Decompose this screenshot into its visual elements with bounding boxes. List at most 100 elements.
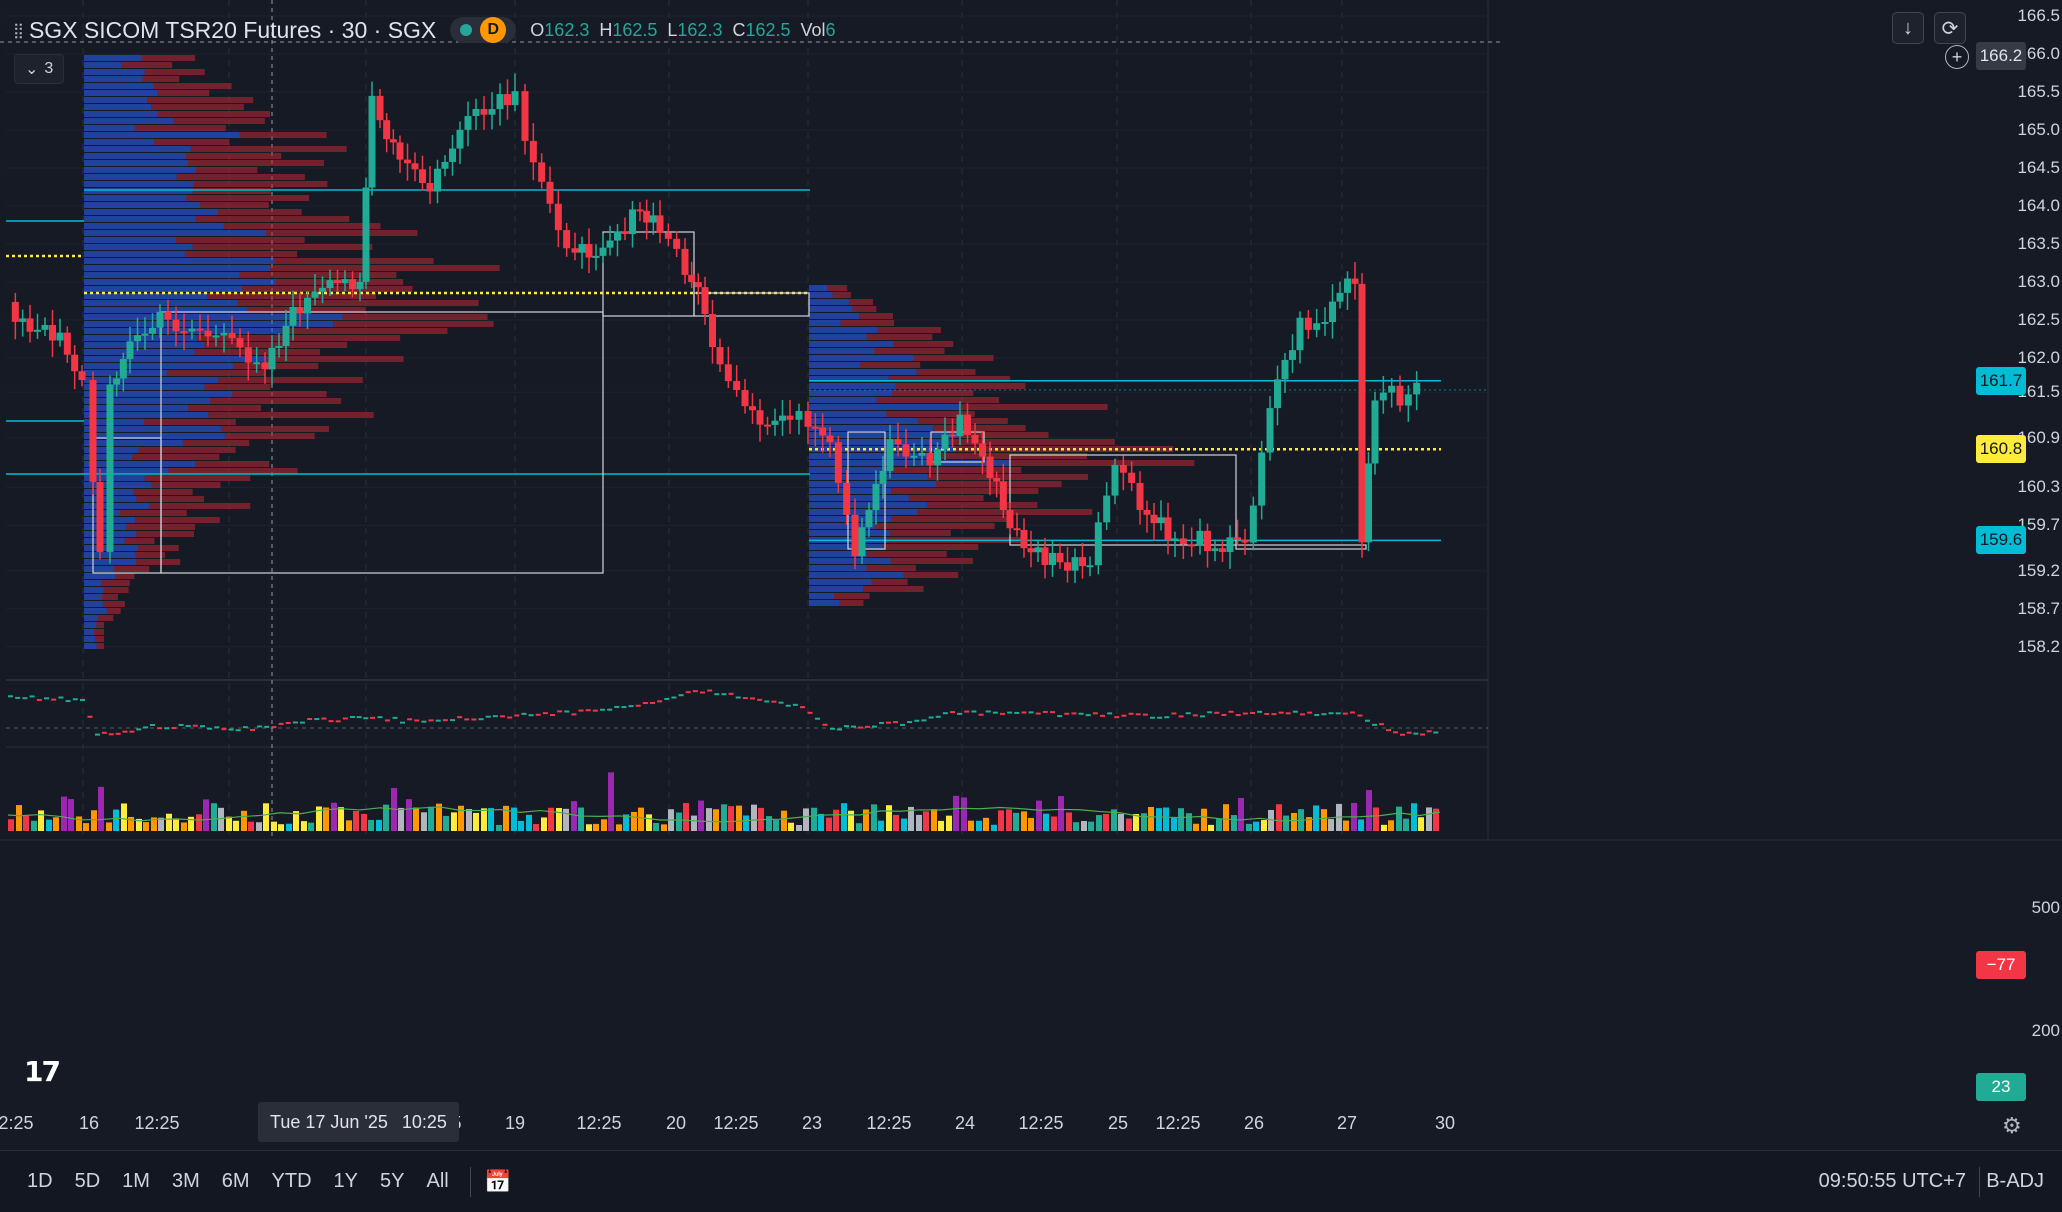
profile-week2-sell-row <box>848 299 873 305</box>
profile-week2-buy-row <box>809 439 953 445</box>
oscillator-dot <box>635 704 641 707</box>
range-ytd-button[interactable]: YTD <box>271 1170 312 1192</box>
oscillator-dot <box>29 695 35 698</box>
profile-week1-buy-row <box>84 622 97 628</box>
download-button[interactable]: ↓ <box>1892 12 1924 44</box>
candle-body <box>304 297 311 314</box>
profile-week2-sell-row <box>874 348 945 354</box>
range-1y-button[interactable]: 1Y <box>333 1170 359 1192</box>
indicators-toggle-button[interactable]: ⌄ 3 <box>14 54 65 84</box>
refresh-button[interactable]: ⟳ <box>1934 12 1966 44</box>
profile-week2-buy-row <box>809 327 878 333</box>
profile-week2-buy-row <box>809 390 893 396</box>
clock-timezone[interactable]: 09:50:55 UTC+7 <box>1818 1170 1966 1192</box>
candle-body <box>78 371 86 381</box>
profile-week1-buy-row <box>84 384 205 390</box>
profile-week2-buy-row <box>809 432 959 438</box>
candle-body <box>426 182 434 192</box>
oscillator-dot <box>792 703 798 706</box>
volume-bar <box>406 799 412 831</box>
volume-bar <box>31 820 37 831</box>
value-area-low-tag: 159.6 <box>1976 526 2026 555</box>
volume-bar <box>8 819 14 831</box>
profile-week1-buy-row <box>84 83 154 89</box>
candle-body <box>488 109 496 115</box>
profile-week1-buy-row <box>84 440 183 446</box>
candle-body <box>629 209 636 235</box>
candle-body <box>119 359 127 379</box>
chart-canvas[interactable] <box>0 0 2062 1150</box>
candle-body <box>614 231 621 241</box>
profile-week1-buy-row <box>84 251 185 257</box>
time-axis-label: 30 <box>1434 1113 1456 1133</box>
oscillator-dot <box>392 716 398 719</box>
profile-week1-buy-row <box>84 608 107 614</box>
oscillator-dot <box>1250 711 1255 714</box>
candle-body <box>319 288 326 292</box>
volume-bar <box>1231 815 1237 831</box>
profile-week1-buy-row <box>84 244 193 250</box>
oscillator-dot <box>385 719 390 722</box>
candle-body <box>1296 317 1304 351</box>
oscillator-dot <box>207 727 213 730</box>
oscillator-dot <box>742 697 748 700</box>
oscillator-dot <box>1300 713 1305 716</box>
candle-body <box>126 341 134 360</box>
volume-bar <box>61 796 67 831</box>
candle-body <box>910 455 918 458</box>
chart-header: ⦙⦙ SGX SICOM TSR20 Futures · 30 · SGX D O… <box>14 12 836 48</box>
oscillator-dot <box>914 719 920 722</box>
volume-bar <box>863 809 869 831</box>
oscillator-dot <box>1192 714 1198 717</box>
profile-week2-buy-row <box>809 285 828 291</box>
profile-week1-sell-row <box>142 76 180 82</box>
profile-week1-sell-row <box>184 251 298 257</box>
oscillator-dot <box>58 696 64 699</box>
candle-body <box>496 94 504 110</box>
settings-gear-icon[interactable]: ⚙ <box>2002 1113 2022 1138</box>
volume-bar <box>623 814 629 831</box>
profile-week2-buy-row <box>809 593 835 599</box>
oscillator-dot <box>292 721 298 724</box>
candle-body <box>1371 400 1379 464</box>
profile-week1-buy-row <box>84 419 145 425</box>
market-status-pill[interactable]: D <box>450 17 517 43</box>
candle-body <box>356 281 364 290</box>
goto-date-calendar-icon[interactable]: 📅 <box>484 1168 512 1194</box>
oscillator-dot <box>507 716 513 719</box>
profile-week1-buy-row <box>84 307 248 313</box>
profile-week2-sell-row <box>832 292 851 298</box>
symbol-title[interactable]: ⦙⦙ SGX SICOM TSR20 Futures · 30 · SGX <box>14 17 436 44</box>
oscillator-dot <box>964 710 970 713</box>
oscillator-dot <box>271 726 277 729</box>
profile-week1-sell-row <box>190 146 347 152</box>
candle-body <box>311 291 319 298</box>
oscillator-dot <box>36 698 42 701</box>
profile-week1-buy-row <box>84 279 276 285</box>
profile-week1-sell-row <box>114 573 135 579</box>
oscillator-dot <box>1307 711 1313 714</box>
range-6m-button[interactable]: 6M <box>221 1170 250 1192</box>
tradingview-logo[interactable]: 17 <box>24 1055 61 1088</box>
candle-body <box>41 325 49 330</box>
volume-bar <box>698 800 704 831</box>
candle-body <box>253 362 261 365</box>
add-alert-button[interactable]: + <box>1945 45 1969 69</box>
profile-week1-buy-row <box>84 286 243 292</box>
low-label: L <box>667 19 678 40</box>
range-5d-button[interactable]: 5D <box>74 1170 101 1192</box>
adjustment-toggle[interactable]: B-ADJ <box>1986 1170 2044 1192</box>
crosshair-price-tag: 166.2 <box>1976 42 2026 70</box>
oscillator-dot <box>1142 713 1148 716</box>
range-all-button[interactable]: All <box>426 1170 449 1192</box>
range-1m-button[interactable]: 1M <box>122 1170 150 1192</box>
oscillator-dot <box>1014 711 1020 714</box>
range-5y-button[interactable]: 5Y <box>380 1170 405 1192</box>
range-1d-button[interactable]: 1D <box>27 1170 53 1192</box>
profile-week1-sell-row <box>188 405 262 411</box>
oscillator-dot <box>435 719 441 722</box>
range-3m-button[interactable]: 3M <box>171 1170 200 1192</box>
symbol-text[interactable]: SGX SICOM TSR20 Futures · 30 · SGX <box>28 16 437 43</box>
candle-body <box>156 311 164 328</box>
profile-week2-buy-row <box>809 495 909 501</box>
